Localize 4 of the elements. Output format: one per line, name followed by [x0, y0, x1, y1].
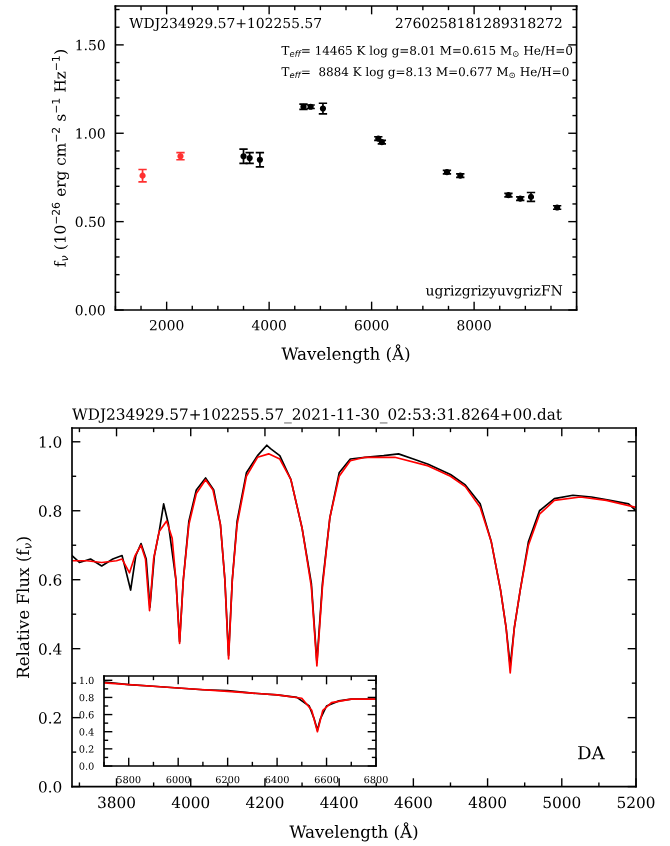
- x-axis-title: Wavelength (Å): [289, 822, 418, 842]
- x-axis-title: Wavelength (Å): [281, 344, 410, 364]
- y-axis-title: Relative Flux (f$_{ν}$): [16, 537, 32, 678]
- annotation: DA: [578, 746, 605, 760]
